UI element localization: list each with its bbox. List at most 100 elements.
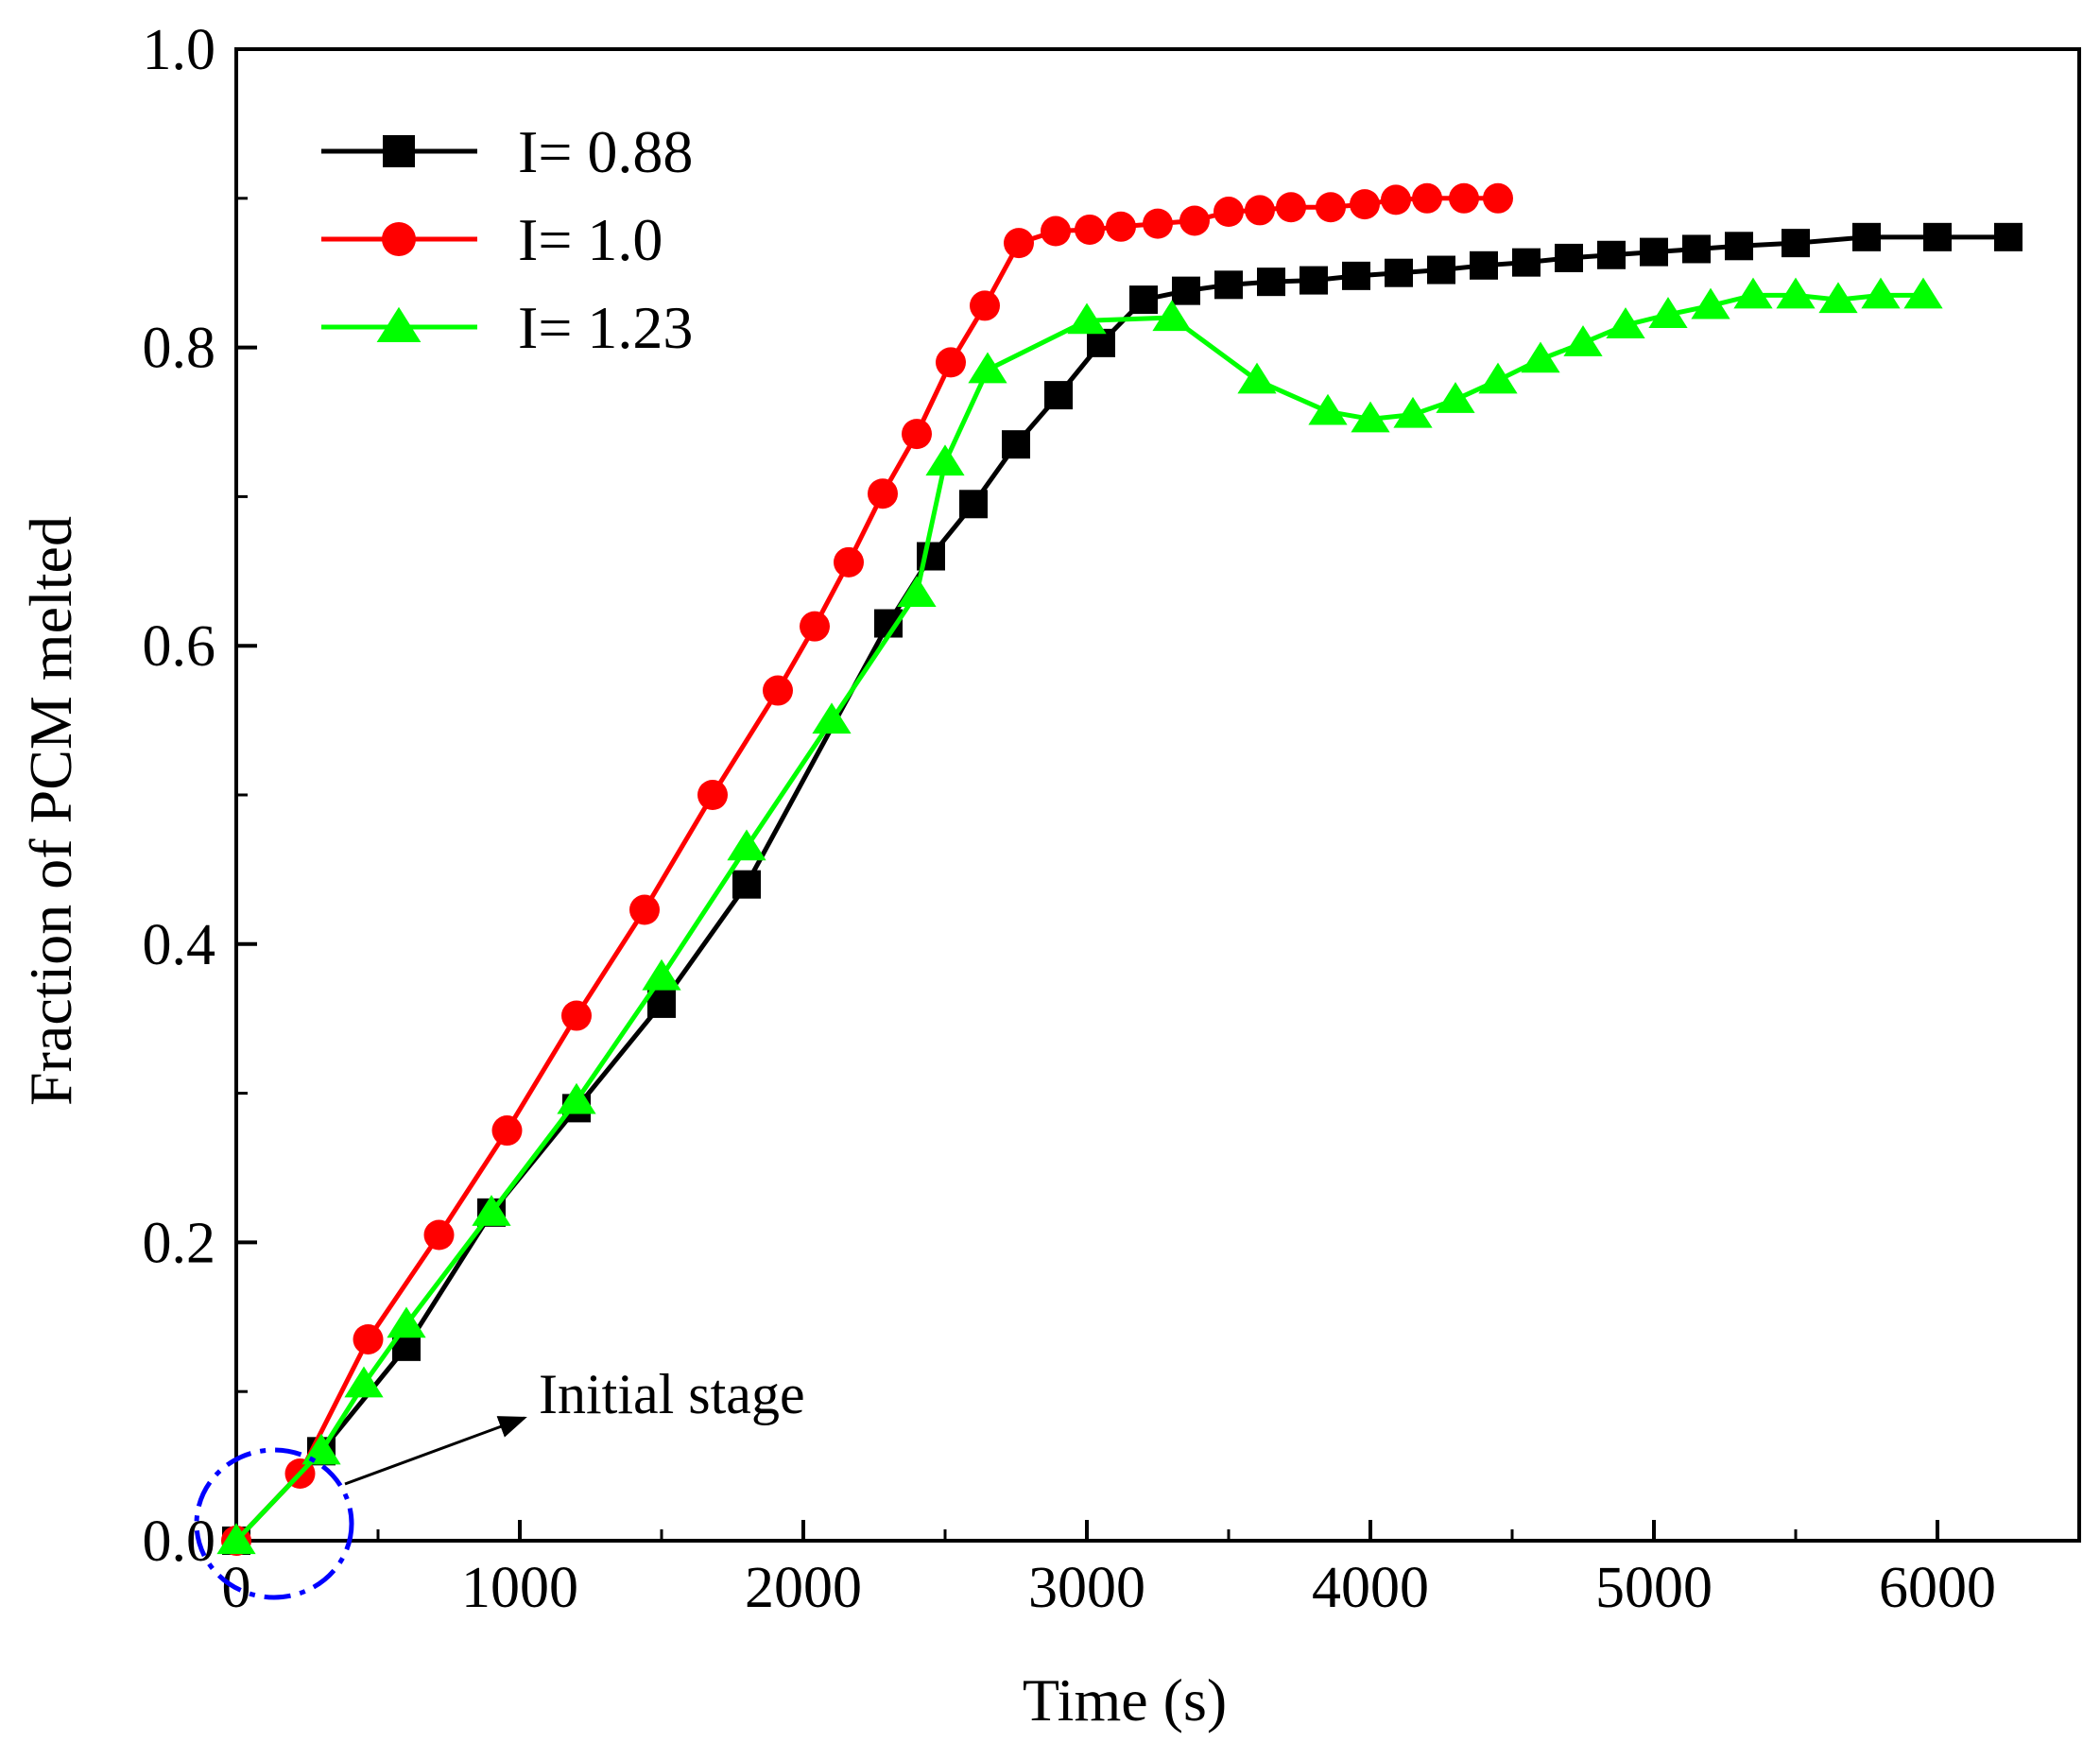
x-tick-label: 1000	[461, 1556, 578, 1620]
legend-item: I= 0.88	[321, 118, 693, 185]
legend-label: I= 1.0	[518, 206, 663, 273]
data-point	[1776, 277, 1816, 309]
series-line	[234, 292, 1923, 1543]
data-point	[1172, 276, 1200, 305]
legend-label: I= 0.88	[518, 118, 693, 185]
data-point	[1691, 287, 1730, 319]
data-point	[1436, 382, 1475, 413]
data-point	[868, 478, 898, 509]
data-point	[557, 1082, 596, 1114]
data-point	[800, 611, 830, 642]
data-point	[936, 347, 966, 378]
data-point	[1782, 229, 1810, 258]
data-point	[1385, 258, 1413, 287]
legend-item: I= 1.0	[321, 206, 663, 273]
initial-stage-arrow	[344, 1416, 527, 1486]
data-point	[1393, 396, 1433, 428]
data-point	[1597, 240, 1626, 269]
data-point	[1214, 270, 1243, 300]
data-point	[1852, 222, 1881, 251]
data-point	[763, 675, 793, 706]
x-tick-label: 3000	[1028, 1556, 1145, 1620]
y-tick-label: 1.0	[143, 18, 216, 82]
legend: I= 0.88 I= 1.0 I= 1.23	[321, 118, 693, 361]
series-line	[234, 196, 1498, 1543]
plot-frame	[234, 47, 2081, 1543]
data-point	[1152, 300, 1192, 332]
y-axis-title: Fraction of PCM melted	[17, 516, 84, 1106]
initial-stage-label: Initial stage	[539, 1363, 805, 1425]
data-point	[561, 1000, 592, 1031]
y-tick-label: 0.4	[143, 913, 216, 977]
data-point	[1214, 197, 1244, 228]
data-point	[1648, 297, 1688, 328]
x-tick-label: 4000	[1312, 1556, 1429, 1620]
data-point	[382, 222, 416, 256]
x-axis: 0 1000 2000 3000 4000 5000 6000	[222, 1520, 1996, 1620]
data-point	[1994, 222, 2023, 251]
data-point	[1179, 205, 1210, 236]
data-point	[1351, 401, 1390, 433]
data-point	[1316, 192, 1346, 223]
data-point	[1143, 208, 1173, 239]
data-point	[216, 1523, 256, 1555]
series-1	[222, 222, 2023, 1555]
data-point	[1512, 248, 1541, 277]
data-point	[387, 1306, 426, 1338]
annotation-layer: Initial stage	[194, 1363, 805, 1600]
y-tick-label: 0.0	[143, 1510, 216, 1574]
data-point	[1412, 182, 1442, 214]
data-point	[1733, 277, 1773, 309]
data-point	[1350, 189, 1380, 220]
initial-stage-circle	[194, 1447, 354, 1600]
data-point	[1300, 266, 1328, 295]
data-point	[642, 958, 681, 991]
data-point	[1106, 211, 1136, 242]
y-tick-label: 0.8	[143, 317, 216, 381]
legend-item: I= 1.23	[321, 294, 693, 361]
data-point	[1478, 362, 1518, 394]
data-point	[491, 1115, 523, 1147]
data-point	[959, 490, 988, 519]
data-point	[897, 576, 937, 608]
y-axis: 0.0 0.2 0.4 0.6 0.8 1.0	[143, 18, 257, 1574]
data-point	[1381, 184, 1411, 216]
data-point	[1308, 393, 1348, 425]
series-line	[234, 234, 2008, 1543]
data-point	[1342, 261, 1370, 290]
x-axis-title: Time (s)	[1023, 1666, 1227, 1734]
data-point	[1903, 277, 1943, 309]
data-point	[383, 135, 415, 167]
data-point	[968, 352, 1007, 384]
x-tick-label: 6000	[1879, 1556, 1996, 1620]
legend-label: I= 1.23	[518, 294, 693, 361]
data-point	[1002, 430, 1030, 459]
data-point	[925, 444, 965, 476]
data-point	[1818, 282, 1858, 314]
data-point	[1129, 285, 1158, 315]
y-tick-label: 0.6	[143, 614, 216, 679]
series-layer	[216, 182, 2023, 1556]
data-point	[1004, 228, 1034, 259]
data-point	[1449, 182, 1479, 214]
x-tick-label: 2000	[745, 1556, 862, 1620]
data-point	[472, 1195, 511, 1226]
data-point	[1067, 302, 1107, 335]
data-point	[353, 1323, 384, 1355]
data-point	[1725, 232, 1753, 261]
data-point	[1245, 195, 1275, 226]
data-point	[902, 419, 932, 450]
data-point	[834, 546, 864, 578]
series-2	[221, 182, 1513, 1556]
data-point	[344, 1366, 384, 1398]
data-point	[697, 780, 728, 810]
data-point	[970, 290, 1000, 321]
data-point	[629, 894, 660, 925]
data-point	[1075, 214, 1105, 245]
y-tick-label: 0.2	[143, 1211, 216, 1275]
data-point	[423, 1219, 455, 1251]
data-point	[1470, 250, 1498, 280]
data-point	[1640, 237, 1668, 267]
data-point	[1427, 255, 1455, 285]
data-point	[732, 870, 761, 899]
